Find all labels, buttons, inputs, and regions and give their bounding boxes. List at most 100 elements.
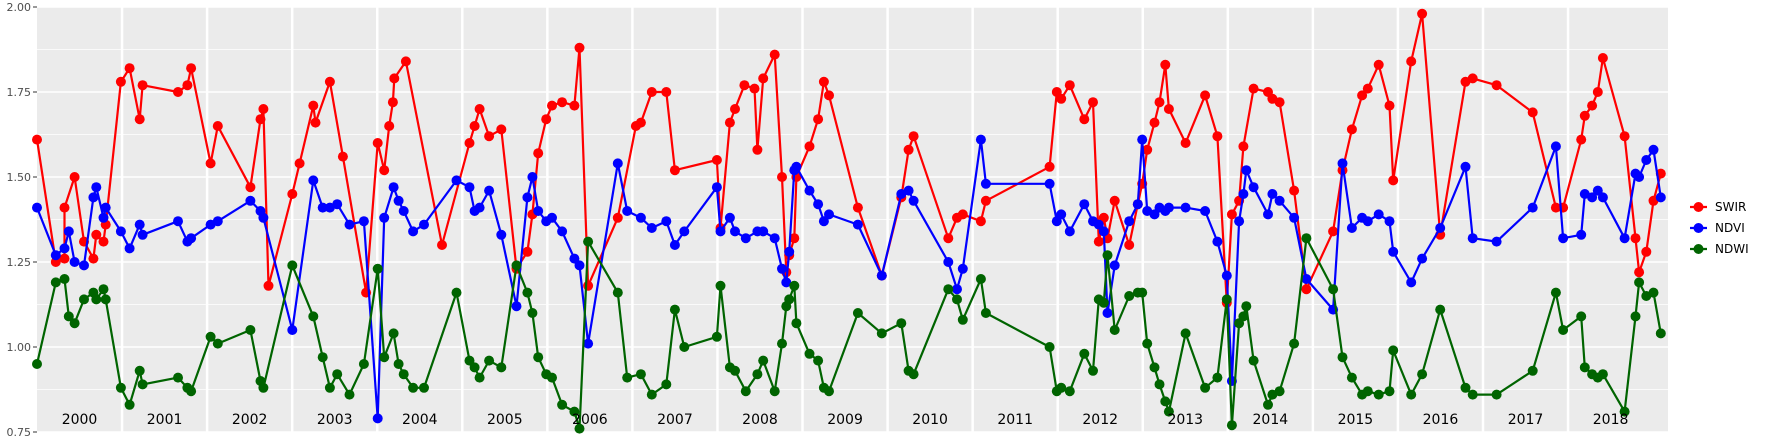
series-ndwi [32,233,1666,434]
y-tick-label: 1.00 [7,341,32,354]
data-point [715,226,726,237]
data-point [661,216,672,227]
data-point [852,202,863,213]
data-point [533,352,544,363]
data-point [1064,386,1075,397]
data-point [1576,311,1587,322]
data-point [1301,274,1312,284]
data-point [943,257,954,267]
data-point [669,165,680,176]
data-point [1362,83,1373,94]
year-label: 2009 [827,412,863,428]
data-point [91,182,102,193]
data-point [522,246,533,257]
data-point [1346,223,1357,233]
data-point [1384,386,1395,397]
data-point [908,195,919,206]
data-point [186,386,197,397]
data-point [583,338,594,349]
data-point [1460,161,1471,172]
data-point [1587,100,1598,111]
data-point [1044,161,1055,172]
data-point [1634,267,1645,278]
data-point [1460,382,1471,393]
data-point [908,131,919,142]
data-point [541,114,552,125]
year-separators [120,7,1570,432]
data-point [758,355,769,366]
data-point [1163,406,1174,417]
data-point [1274,195,1285,206]
year-label: 2012 [1082,412,1118,428]
data-point [255,114,266,125]
data-point [679,342,690,352]
data-point [115,226,126,237]
data-point [957,263,968,274]
data-point [957,209,968,220]
data-point [1630,233,1641,244]
data-point [813,114,824,125]
data-point [408,382,419,393]
data-point [387,97,398,108]
data-point [1641,155,1652,165]
data-point [1527,107,1538,118]
data-point [1592,87,1603,97]
data-point [379,212,390,223]
data-point [1289,338,1300,349]
data-point [137,379,148,390]
data-point [100,294,111,305]
data-point [389,73,400,84]
data-point [1337,352,1348,363]
data-point [137,80,148,91]
data-point [1648,287,1659,298]
data-point [669,304,680,315]
data-point [583,236,594,247]
data-point [496,229,507,240]
data-point [569,253,580,264]
data-point [1124,240,1135,250]
data-point [137,229,148,240]
data-point [212,338,223,349]
data-point [69,172,80,182]
data-point [287,325,298,335]
data-point [1579,362,1590,373]
data-point [484,355,495,366]
data-point [173,372,183,383]
data-point [1221,270,1232,281]
y-axis: 0.75 1.00 1.25 1.50 1.75 2.00 [7,1,37,439]
data-point [824,209,834,220]
year-labels: 2000 2001 2002 2003 2004 2005 2006 2007 2008 2009… [62,412,1629,428]
data-point [758,73,769,84]
data-point [308,100,319,111]
data-point [804,185,815,196]
data-point [408,226,419,237]
data-point [730,226,740,237]
data-point [1124,216,1135,227]
data-point [484,131,495,142]
data-point [258,212,269,223]
legend-key-point [1693,202,1704,212]
data-point [1102,308,1113,318]
data-point [212,216,223,227]
data-point [344,219,355,230]
data-point [943,233,954,244]
data-point [98,284,109,295]
data-point [1579,110,1590,121]
data-point [1435,304,1446,315]
data-point [818,216,829,227]
data-point [32,134,42,145]
data-point [1212,236,1223,247]
data-point [124,243,135,254]
data-point [1163,104,1174,114]
y-tick-label: 1.25 [7,256,32,269]
data-point [943,284,954,295]
data-point [724,117,735,128]
data-point [769,233,780,244]
legend-label: SWIR [1715,200,1746,214]
data-point [804,141,815,152]
legend-item-ndvi: NDVI [1690,221,1745,235]
data-point [1142,144,1153,155]
data-point [1619,406,1630,417]
data-point [1241,301,1252,312]
data-point [59,202,70,213]
